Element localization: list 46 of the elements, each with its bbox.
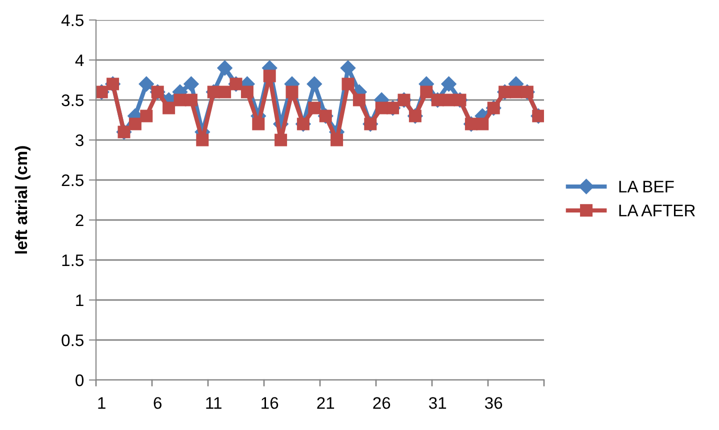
point [330, 134, 344, 146]
y-axis-title: left atrial (cm) [14, 146, 30, 254]
point [420, 86, 433, 98]
point [184, 76, 199, 92]
point [510, 86, 522, 98]
x-tick-label: 31 [428, 397, 446, 409]
legend-label: LA AFTER [619, 204, 695, 216]
x-tick-label: 6 [154, 397, 162, 409]
point [128, 118, 142, 130]
y-tick-label: 3 [76, 134, 84, 146]
point [442, 94, 456, 106]
point [340, 60, 356, 76]
point [196, 134, 209, 146]
point [476, 118, 489, 130]
y-tick-label: 1 [76, 294, 84, 306]
legend-label: LA BEF [619, 180, 674, 192]
y-tick-label: 2.5 [62, 174, 84, 186]
point [217, 60, 232, 76]
x-tick-label: 21 [317, 397, 334, 409]
point [306, 76, 322, 92]
point [184, 94, 198, 106]
point [263, 70, 276, 82]
point [138, 76, 154, 92]
point [140, 110, 153, 122]
point [352, 94, 366, 106]
point [308, 102, 321, 114]
point [240, 86, 254, 98]
point [286, 86, 298, 98]
y-tick-label: 4.5 [61, 14, 84, 26]
x-tick-label: 26 [373, 397, 390, 409]
point [441, 76, 456, 92]
y-tick-label: 0.5 [62, 334, 84, 346]
x-tick-label: 11 [206, 397, 222, 409]
point [342, 78, 354, 90]
point [274, 134, 288, 146]
y-tick-label: 1.5 [62, 254, 84, 266]
point [252, 118, 265, 130]
point [218, 86, 232, 98]
x-tick-label: 16 [262, 397, 278, 409]
y-tick-label: 3.5 [62, 94, 84, 106]
x-tick-label: 36 [484, 397, 502, 409]
y-tick-label: 2 [76, 214, 84, 226]
y-tick-label: 4 [75, 54, 84, 66]
y-tick-label: 0 [76, 374, 84, 386]
x-tick-label: 1 [98, 397, 106, 409]
point [162, 102, 176, 114]
